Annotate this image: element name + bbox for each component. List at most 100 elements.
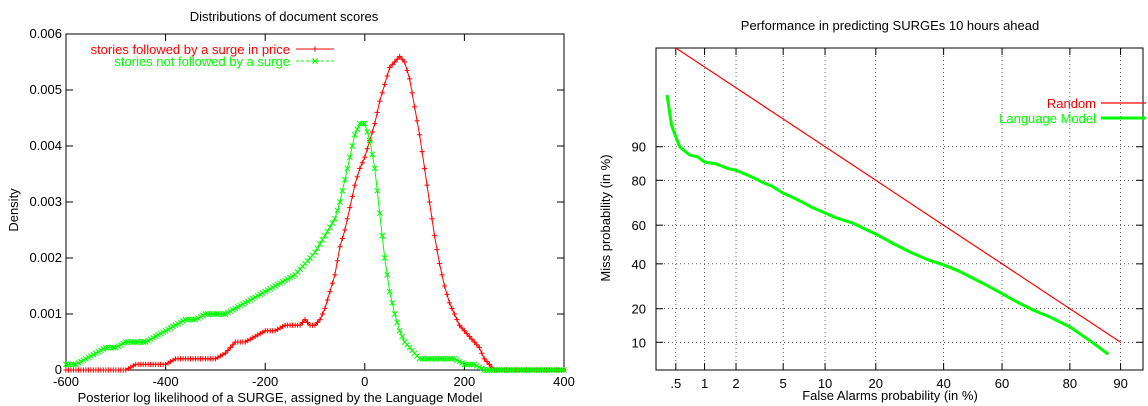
x-marker <box>496 367 503 373</box>
x-marker <box>349 143 356 149</box>
x-marker <box>326 224 333 231</box>
x-marker <box>212 311 219 317</box>
x-marker <box>526 367 533 373</box>
x-marker <box>324 228 331 235</box>
x-marker <box>209 311 216 317</box>
plus-marker <box>421 165 428 171</box>
plus-marker <box>402 59 408 65</box>
x-marker <box>204 311 211 317</box>
x-marker <box>528 367 535 373</box>
x-axis-label: Posterior log likelihood of a SURGE, ass… <box>78 390 483 405</box>
plus-marker <box>431 233 438 239</box>
x-marker <box>214 311 221 317</box>
x-marker <box>344 165 351 172</box>
x-tick-label: 90 <box>1113 376 1127 391</box>
plus-marker <box>474 342 480 348</box>
plus-marker <box>399 56 405 62</box>
x-marker <box>130 339 137 345</box>
plus-marker <box>382 81 388 87</box>
x-marker <box>135 339 142 345</box>
x-marker <box>561 367 567 373</box>
x-marker <box>501 367 508 373</box>
plus-marker <box>454 317 460 323</box>
plus-marker <box>439 272 445 278</box>
x-marker <box>533 367 540 373</box>
x-marker <box>331 215 338 222</box>
x-marker <box>448 355 455 362</box>
x-marker <box>336 199 343 205</box>
plus-marker <box>359 160 365 166</box>
chart-title: Performance in predicting SURGEs 10 hour… <box>741 18 1039 33</box>
plus-marker <box>329 280 336 286</box>
x-marker <box>341 176 348 183</box>
x-marker <box>481 367 488 373</box>
plot-frame <box>655 47 1144 371</box>
plus-marker <box>352 182 358 188</box>
x-marker <box>523 367 530 373</box>
x-marker <box>70 361 77 368</box>
plus-marker <box>412 104 418 110</box>
plus-marker <box>466 333 472 339</box>
y-tick-label: 0.003 <box>29 194 62 209</box>
plus-marker <box>484 359 490 365</box>
x-marker <box>548 367 555 373</box>
plus-marker <box>357 165 363 171</box>
x-marker <box>506 367 513 373</box>
x-marker <box>541 367 548 373</box>
x-marker <box>314 245 321 252</box>
x-marker <box>511 367 518 373</box>
y-tick-label: 10 <box>632 335 646 350</box>
y-axis-label: Miss probability (in %) <box>598 154 613 281</box>
legend-label: stories followed by a surge in price <box>91 42 290 57</box>
plus-marker <box>332 272 338 278</box>
x-marker <box>63 361 69 368</box>
plus-marker <box>451 311 458 317</box>
y-axis-label: Density <box>6 188 21 232</box>
x-marker <box>429 355 435 362</box>
plus-marker <box>489 364 495 370</box>
x-marker <box>384 271 391 278</box>
plus-marker <box>394 56 400 62</box>
plus-marker <box>312 322 318 328</box>
x-marker <box>394 319 401 326</box>
plus-marker <box>444 291 450 297</box>
x-marker <box>376 210 383 217</box>
x-marker <box>190 316 196 323</box>
plus-marker <box>471 339 477 345</box>
y-tick-label: 0.005 <box>29 82 62 97</box>
plus-marker <box>324 297 331 303</box>
plus-marker <box>387 65 393 71</box>
y-tick-label: 0.001 <box>29 306 62 321</box>
x-marker <box>391 311 398 317</box>
y-tick-label: 0 <box>55 362 62 377</box>
x-marker <box>466 361 473 368</box>
plus-marker <box>426 199 433 205</box>
x-marker <box>319 236 326 243</box>
x-marker <box>546 367 553 373</box>
x-marker <box>361 120 368 127</box>
x-marker <box>312 58 318 64</box>
series-2 <box>63 120 567 373</box>
x-marker <box>65 361 72 368</box>
x-marker <box>381 255 388 261</box>
x-marker <box>556 367 562 373</box>
x-marker <box>421 355 428 362</box>
plus-marker <box>347 205 353 211</box>
plus-marker <box>434 247 440 253</box>
x-marker <box>351 131 358 138</box>
x-marker <box>558 367 565 373</box>
x-marker <box>531 367 538 373</box>
plus-marker <box>372 121 378 127</box>
x-tick-label: 5 <box>780 376 787 391</box>
x-marker <box>424 355 431 362</box>
x-marker <box>536 367 543 373</box>
x-marker <box>202 311 209 317</box>
series-1 <box>63 53 567 373</box>
plus-marker <box>397 53 403 59</box>
x-marker <box>185 316 191 323</box>
x-marker <box>68 361 74 368</box>
x-marker <box>419 355 426 362</box>
plus-marker <box>384 73 390 79</box>
legend-label: Random <box>1047 96 1096 111</box>
